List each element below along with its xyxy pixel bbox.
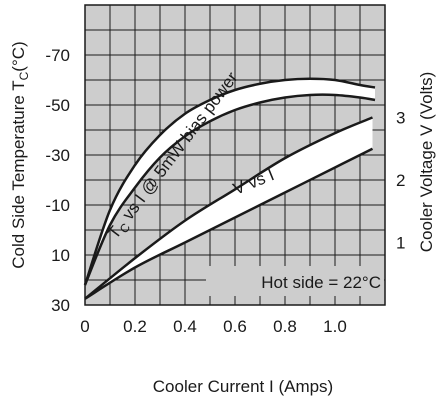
y-right-tick-labels: 1 2 3 [396, 109, 405, 253]
x-tick-label: 0.4 [173, 317, 197, 336]
curve-bands [83, 77, 376, 300]
y-left-tick-label: -10 [45, 196, 70, 215]
y-left-axis-title-subscript: C [17, 71, 31, 80]
voltage-band-fill [85, 117, 373, 299]
y-right-tick-label: 2 [396, 171, 405, 190]
plot-frame [84, 4, 386, 306]
x-tick-label: 0.8 [273, 317, 297, 336]
y-left-axis-title-unit: (°C) [9, 41, 28, 71]
x-tick-label: 0.2 [123, 317, 147, 336]
y-left-tick-label: -50 [45, 96, 70, 115]
y-right-tick-label: 3 [396, 109, 405, 128]
x-tick-label: 0 [80, 317, 89, 336]
y-left-tick-label: 30 [51, 296, 70, 315]
x-tick-labels: 0 0.2 0.4 0.6 0.8 1.0 [80, 317, 347, 336]
voltage-lower-curve [84, 147, 374, 300]
y-left-tick-label: -30 [45, 146, 70, 165]
voltage-upper-curve [84, 116, 373, 300]
temperature-lower-curve [83, 93, 376, 286]
y-left-tick-label: 10 [51, 246, 70, 265]
x-tick-label: 1.0 [323, 317, 347, 336]
y-left-axis-title: Cold Side Temperature TC(°C) [9, 41, 31, 268]
y-left-tick-label: -70 [45, 46, 70, 65]
y-right-axis-title: Cooler Voltage V (Volts) [417, 72, 436, 252]
y-left-axis-title-main: Cold Side Temperature T [9, 80, 28, 268]
hot-side-annotation-bg [206, 266, 384, 296]
y-right-tick-label: 1 [396, 234, 405, 253]
x-axis-title: Cooler Current I (Amps) [153, 377, 333, 396]
x-tick-label: 0.6 [223, 317, 247, 336]
temperature-upper-curve [83, 77, 376, 286]
hot-side-annotation: Hot side = 22°C [261, 273, 381, 292]
y-left-tick-labels: 30 10 -10 -30 -50 -70 [45, 46, 70, 315]
